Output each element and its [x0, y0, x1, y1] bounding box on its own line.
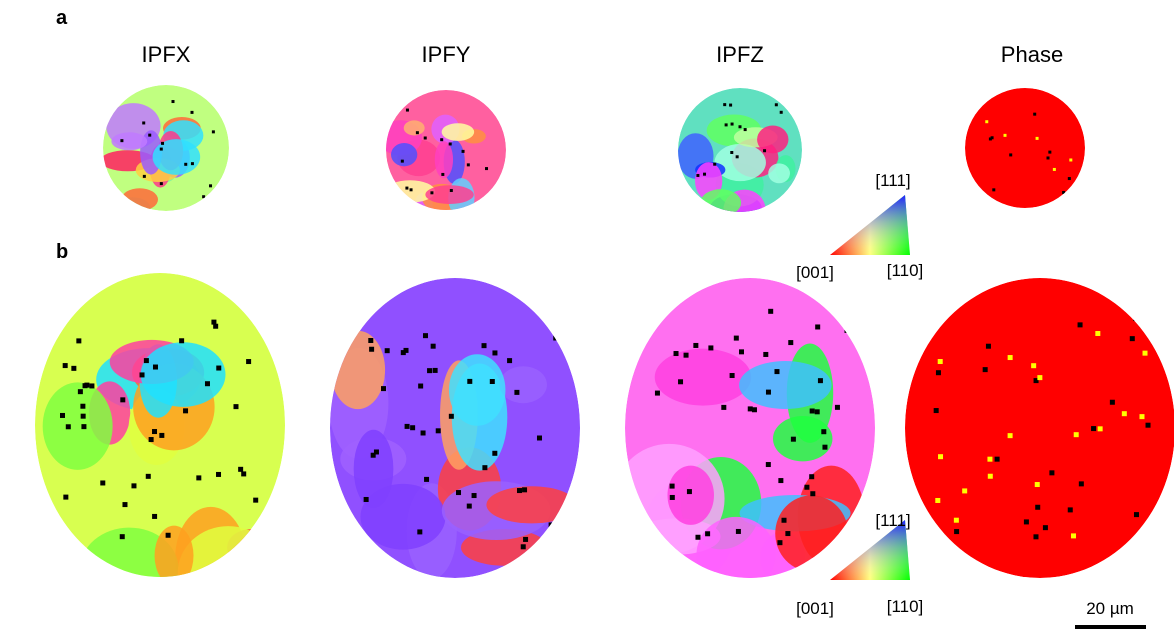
- legend-label: [111]: [875, 511, 910, 530]
- orientation-map: [965, 88, 1085, 208]
- orientation-map: [379, 90, 506, 218]
- orientation-map: [614, 278, 875, 592]
- column-title: IPFX: [142, 42, 191, 67]
- orientation-map: [905, 278, 1174, 578]
- panel-label: a: [56, 7, 68, 29]
- scale-bar: 20 µm: [1075, 599, 1146, 627]
- panel-label: b: [56, 241, 68, 263]
- column-title: IPFZ: [716, 42, 764, 67]
- legend-label: [110]: [887, 597, 924, 616]
- figure: a b IPFX IPFY IPFZ Phase [111] [001] [11…: [0, 0, 1174, 633]
- scale-label: 20 µm: [1086, 599, 1134, 618]
- column-title: IPFY: [422, 42, 471, 67]
- orientation-map: [329, 278, 580, 579]
- column-title: Phase: [1001, 42, 1063, 67]
- legend-label: [001]: [796, 599, 834, 618]
- legend-label: [001]: [796, 263, 834, 282]
- orientation-map: [35, 273, 285, 620]
- legend-label: [111]: [875, 171, 910, 190]
- legend-label: [110]: [887, 261, 924, 280]
- orientation-map: [100, 85, 229, 220]
- orientation-map: [678, 88, 802, 230]
- ipf-legend: [111] [001] [110]: [796, 171, 923, 282]
